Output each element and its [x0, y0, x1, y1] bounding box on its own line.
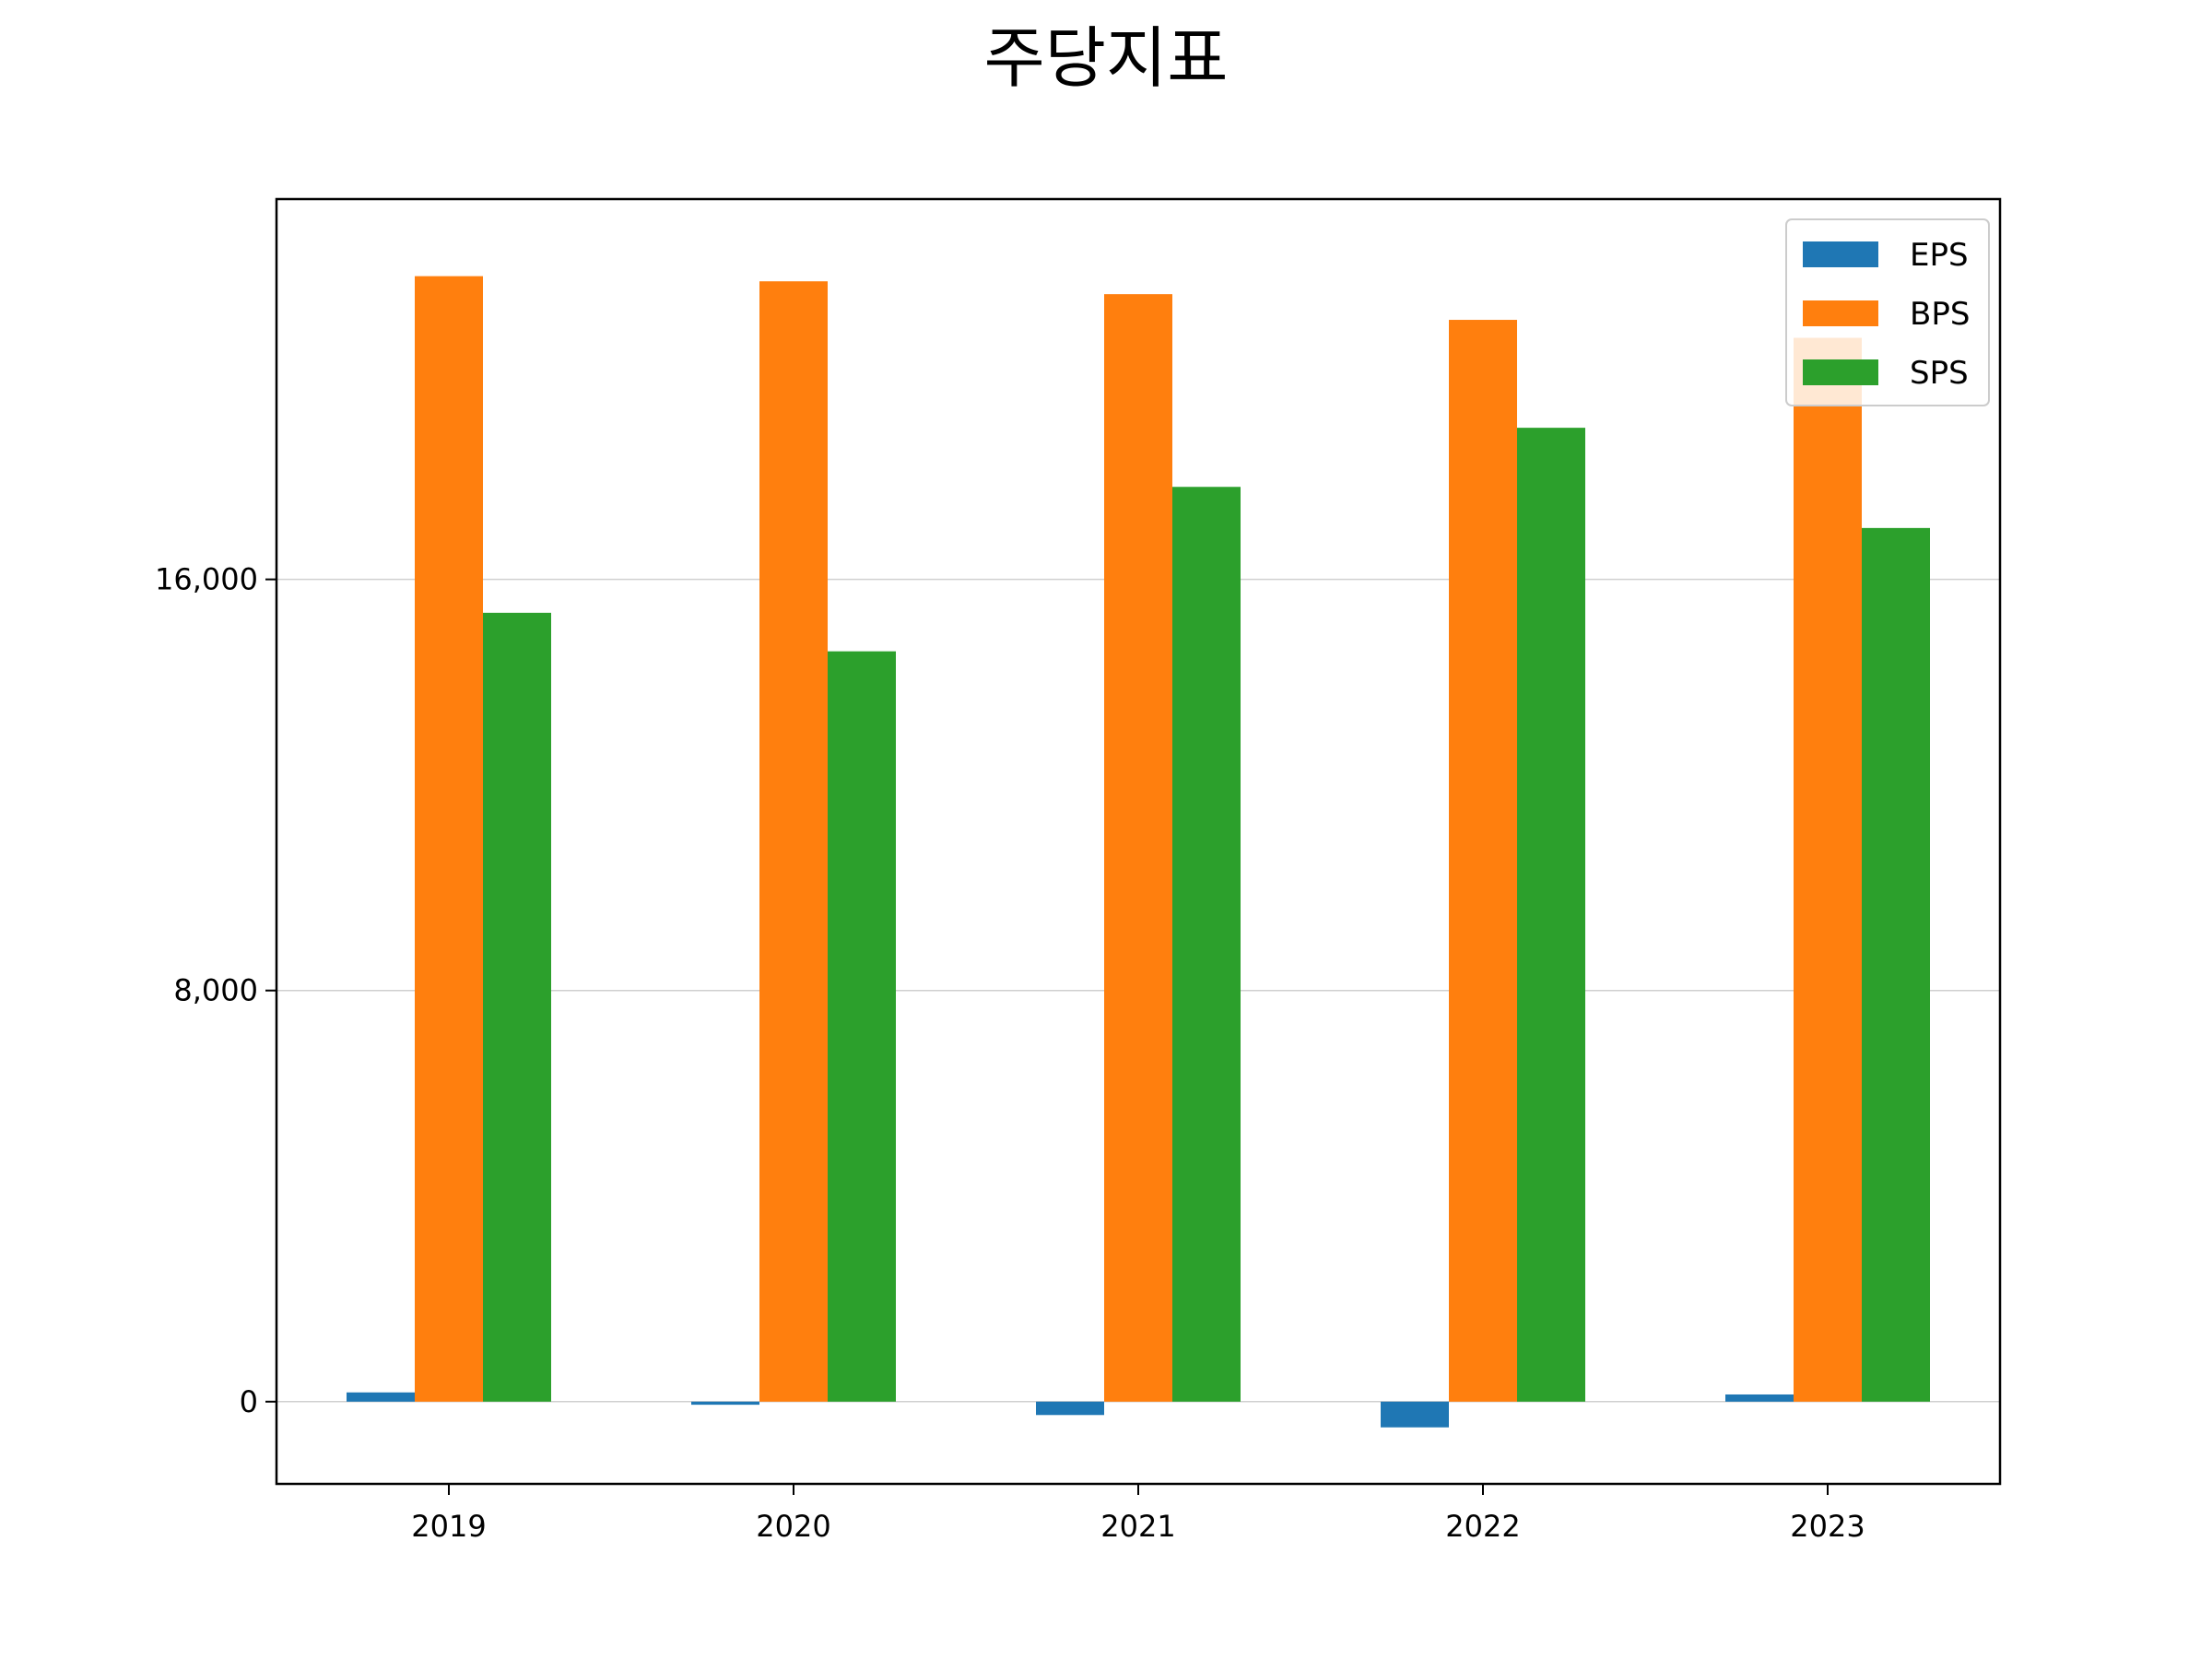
x-axis: 2019 2020 2021 2022 2023 — [411, 1484, 1865, 1544]
legend-swatch-sps — [1803, 359, 1878, 385]
bar-bps-2020 — [759, 281, 828, 1402]
x-tick-label: 2023 — [1790, 1509, 1865, 1544]
bar-sps-2020 — [828, 651, 896, 1402]
bar-bps-2021 — [1104, 294, 1172, 1402]
bar-bps-2022 — [1449, 320, 1517, 1402]
bar-eps-2019 — [347, 1392, 415, 1402]
legend-swatch-bps — [1803, 300, 1878, 326]
bar-eps-2022 — [1381, 1401, 1449, 1428]
chart-title: 주당지표 — [984, 19, 1229, 97]
x-tick-label: 2021 — [1100, 1509, 1175, 1544]
bar-bps-2023 — [1794, 337, 1862, 1402]
bar-sps-2023 — [1862, 527, 1930, 1402]
y-tick-label: 16,000 — [155, 562, 258, 597]
legend-label-eps: EPS — [1910, 237, 1969, 274]
legend-swatch-eps — [1803, 241, 1878, 267]
y-tick-label: 0 — [240, 1384, 258, 1419]
bar-sps-2022 — [1517, 428, 1585, 1402]
bar-eps-2020 — [691, 1401, 759, 1406]
y-axis: 0 8,000 16,000 — [155, 562, 276, 1419]
bars — [347, 276, 1930, 1428]
bar-sps-2019 — [483, 612, 551, 1402]
bar-sps-2021 — [1172, 487, 1241, 1402]
legend-label-bps: BPS — [1910, 296, 1970, 333]
bar-eps-2023 — [1725, 1394, 1794, 1402]
x-tick-label: 2019 — [411, 1509, 486, 1544]
x-tick-label: 2022 — [1445, 1509, 1520, 1544]
bar-eps-2021 — [1036, 1401, 1104, 1416]
legend-label-sps: SPS — [1910, 355, 1969, 392]
legend: EPS BPS SPS — [1785, 218, 1990, 406]
x-tick-label: 2020 — [756, 1509, 830, 1544]
y-tick-label: 8,000 — [173, 973, 258, 1008]
bar-bps-2019 — [415, 276, 483, 1402]
